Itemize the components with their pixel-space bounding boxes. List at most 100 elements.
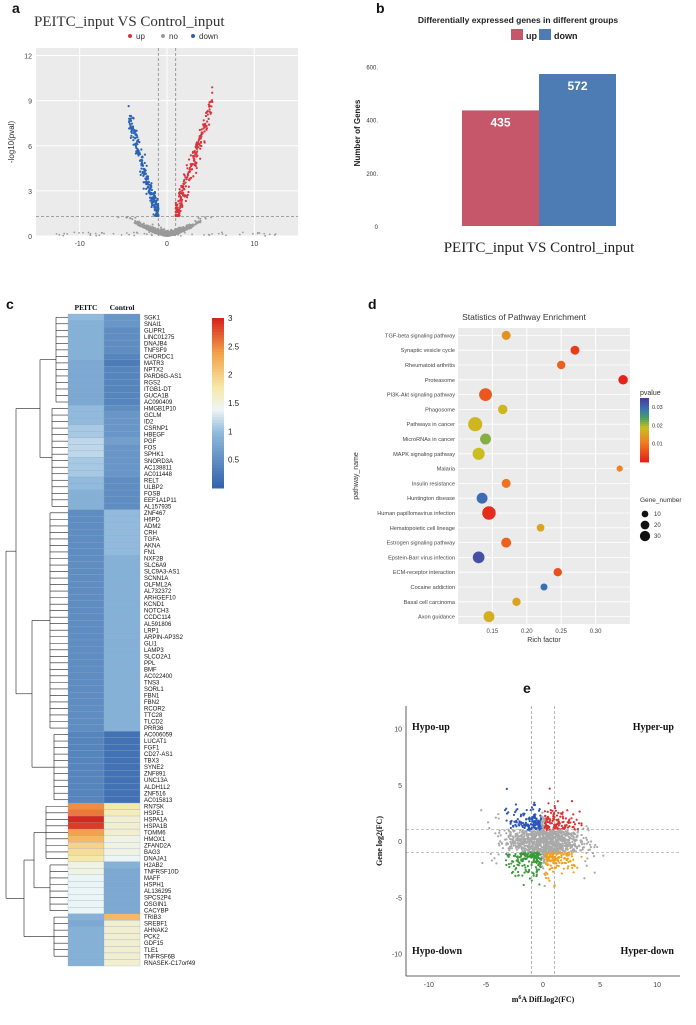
point-hypo-up [530, 806, 534, 809]
point-down [130, 134, 133, 137]
heatmap-cell [103, 665, 141, 673]
heatmap-cell [67, 568, 105, 575]
point-down [147, 186, 150, 189]
point-hypo-up [539, 818, 542, 821]
point-no [173, 229, 176, 232]
colorbar-tick-label: 3 [228, 314, 233, 323]
point-no [139, 222, 142, 225]
gene-label: HSPA1A [144, 817, 167, 823]
point-nonsig [541, 865, 544, 868]
pathway-bubble [472, 447, 485, 460]
point-nonsig [585, 836, 588, 839]
point-hyper-down [552, 860, 555, 863]
point-hyper-down [560, 872, 563, 875]
heatmap-cell [103, 581, 141, 588]
heatmap-cell [103, 313, 141, 321]
heatmap-cell [67, 900, 105, 908]
point-hypo-up [537, 809, 541, 812]
heatmap-cell [67, 437, 105, 445]
point-nonsig [536, 830, 540, 833]
point-hypo-up [533, 801, 536, 804]
point-nonsig [585, 864, 588, 867]
point-hyper-down [544, 873, 547, 877]
point-nonsig [589, 840, 593, 843]
point-hypo-up [531, 820, 534, 823]
point-nonsig [509, 834, 512, 838]
point-hyper-down [557, 864, 560, 868]
point-hypo-up [518, 824, 521, 827]
point-hypo-up [518, 820, 521, 823]
point-nonsig [547, 848, 551, 851]
point-up [190, 168, 194, 171]
point-no [156, 231, 159, 234]
point-no [183, 231, 186, 234]
heatmap-cell [67, 613, 105, 621]
pathway-label: Rheumatoid arthritis [405, 363, 455, 369]
heatmap-cell [67, 411, 105, 419]
point-hypo-down [524, 852, 527, 855]
point-no [241, 231, 244, 234]
pvalue-colorbar-segment [640, 434, 649, 437]
heatmap-cell [103, 489, 141, 497]
pvalue-colorbar-segment [640, 452, 649, 455]
point-nonsig [500, 841, 503, 844]
heatmap-cell [67, 802, 105, 810]
heatmap-cell [67, 372, 105, 380]
point-no [166, 229, 169, 232]
heatmap-cell [67, 678, 105, 686]
point-hyper-down [544, 854, 547, 857]
pvalue-colorbar-segment [640, 426, 649, 429]
point-hyper-down [563, 861, 566, 865]
pvalue-colorbar-segment [640, 404, 649, 407]
point-hyper-up [562, 817, 565, 820]
point-nonsig [545, 838, 549, 841]
point-hyper-up [553, 811, 556, 815]
colorbar-segment [212, 354, 224, 359]
point-hyper-up [564, 817, 567, 820]
point-hypo-up [511, 824, 515, 827]
point-up [178, 192, 181, 195]
panel-a: a PEITC_input VS Control_input up no down -1… [0, 0, 300, 260]
heatmap-cell [103, 685, 141, 693]
point-up [205, 111, 208, 115]
pathway-enrichment-plot: Statistics of Pathway Enrichment 0.15 0.20… [353, 312, 682, 644]
point-nonsig [543, 818, 546, 822]
colorbar-segment [212, 431, 224, 435]
point-no [190, 226, 193, 229]
point-nonsig [533, 838, 536, 841]
pvalue-colorbar-segment [640, 438, 649, 441]
point-nonsig [564, 842, 567, 845]
heatmap-cell [67, 855, 105, 862]
point-hypo-down [538, 883, 541, 886]
point-down [150, 188, 154, 192]
point-up [188, 168, 191, 171]
point-hyper-down [546, 872, 549, 875]
point-nonsig [543, 851, 546, 854]
heatmap-cell [103, 659, 141, 667]
point-nonsig [541, 838, 544, 841]
pathway-bubble [540, 583, 548, 591]
point-hyper-down [566, 867, 569, 870]
point-hyper-down [560, 862, 563, 865]
gene-label: FBN1 [144, 693, 160, 699]
point-hypo-up [528, 816, 531, 819]
point-nonsig [520, 837, 523, 840]
point-hyper-down [557, 852, 560, 855]
heatmap-cell [103, 855, 141, 862]
heatmap-cell [67, 685, 105, 693]
point-hyper-up [550, 811, 553, 814]
heatmap-cell [67, 502, 105, 510]
point-nonsig [573, 839, 577, 843]
point-nonsig [489, 852, 492, 856]
heatmap-cell [103, 418, 141, 425]
gene-label: TLE1 [144, 948, 159, 954]
point-hypo-up [505, 807, 508, 810]
point-up [202, 123, 205, 126]
heatmap-cell [67, 626, 105, 634]
point-hyper-up [576, 827, 579, 831]
point-up [187, 185, 190, 188]
pathway-label: TGF-beta signaling pathway [385, 333, 455, 339]
point-hypo-up [528, 818, 531, 821]
point-nonsig [594, 843, 597, 847]
point-up [193, 163, 196, 166]
